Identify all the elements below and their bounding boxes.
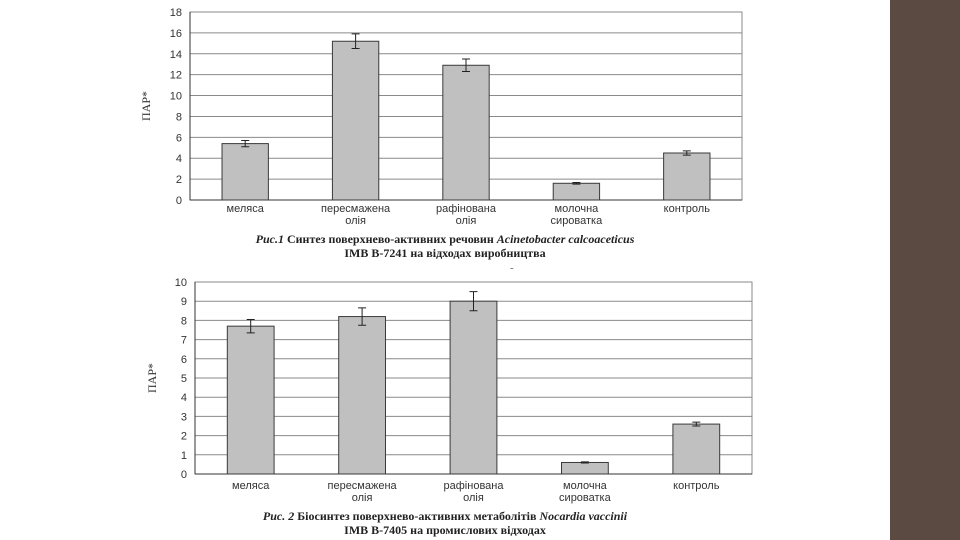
category-label: пересмажена олія — [328, 480, 398, 504]
chart-1-surfactant-synthesis: 0 2 4 6 8 10 12 14 16 18 ПАР* меляса пересмажена олія… — [139, 7, 743, 227]
error-bar — [241, 139, 250, 148]
error-bar — [469, 291, 478, 312]
category-label: молочна сироватка — [551, 203, 604, 227]
figure-2-caption: Рис. 2 Біосинтез поверхнево-активних мет… — [0, 509, 890, 537]
figure-1-caption-line2: IMB B-7241 на відходах виробництва — [344, 246, 546, 260]
bar — [552, 182, 601, 201]
error-bar — [351, 33, 360, 50]
y-axis-label: ПАР* — [145, 363, 159, 393]
bar — [226, 325, 275, 475]
error-bar — [692, 421, 701, 427]
figure-1-caption-text: Синтез поверхнево-активних речовин — [283, 232, 497, 246]
decorative-side-band — [890, 0, 960, 540]
bar — [338, 316, 386, 475]
figure-2-number: Рис. 2 — [262, 509, 295, 523]
y-tick-label: 2 — [181, 431, 187, 443]
error-bar — [580, 461, 589, 464]
y-tick-label: 5 — [181, 373, 187, 385]
error-bar — [462, 58, 470, 73]
y-tick-label: 10 — [175, 277, 187, 289]
figure-1-caption: Рис.1 Синтез поверхнево-активних речовин… — [0, 232, 890, 260]
y-tick-label: 6 — [176, 132, 182, 144]
figure-1-species: Acinetobacter calcoaceticus — [496, 232, 635, 246]
bar — [331, 40, 380, 201]
y-axis-label: ПАР* — [139, 91, 153, 121]
figure-2-caption-line2: IMB B-7405 на промислових відходах — [344, 523, 546, 537]
y-tick-label: 4 — [176, 153, 182, 165]
category-label: контроль — [673, 480, 720, 492]
y-tick-label: 0 — [181, 469, 187, 481]
error-bar — [682, 150, 691, 156]
category-label: рафінована олія — [436, 203, 497, 227]
y-tick-label: 1 — [181, 450, 187, 462]
y-tick-label: 9 — [181, 296, 187, 308]
category-label: контроль — [664, 203, 711, 215]
y-tick-label: 10 — [170, 91, 182, 103]
category-label: меляса — [232, 480, 270, 492]
y-tick-label: 16 — [170, 28, 182, 40]
bar — [449, 300, 498, 475]
figure-2-species: Nocardia vaccinii — [539, 509, 628, 523]
bar — [442, 64, 490, 201]
error-bar — [572, 181, 581, 185]
y-tick-label: 2 — [176, 174, 182, 186]
figure-2-caption-line1: Рис. 2 Біосинтез поверхнево-активних мет… — [0, 509, 890, 523]
category-label: молочна сироватка — [559, 480, 612, 504]
y-tick-label: 14 — [170, 49, 182, 61]
y-tick-label: 8 — [176, 111, 182, 123]
bar — [663, 152, 711, 201]
category-label: меляса — [227, 203, 265, 215]
y-tick-label: 12 — [170, 70, 182, 82]
figure-2-caption-text: Біосинтез поверхнево-активних метаболіті… — [294, 509, 540, 523]
y-tick-label: 3 — [181, 411, 187, 423]
figure-1-number: Рис.1 — [255, 232, 284, 246]
figure-1-caption-line1: Рис.1 Синтез поверхнево-активних речовин… — [0, 232, 890, 246]
bar — [561, 461, 609, 475]
y-tick-label: 7 — [181, 335, 187, 347]
y-tick-label: 6 — [181, 354, 187, 366]
y-tick-label: 8 — [181, 315, 187, 327]
bar — [672, 423, 721, 475]
bar — [221, 143, 269, 201]
error-bar — [246, 318, 255, 334]
chart-2-surfactant-biosynthesis: 0 1 2 3 4 5 6 7 8 9 10 ПАР* меляса пересмажена олія раф… — [145, 277, 753, 504]
stray-mark: - — [510, 262, 514, 274]
y-tick-label: 0 — [176, 195, 182, 207]
category-label: пересмажена олія — [321, 203, 391, 227]
category-label: рафінована олія — [444, 480, 505, 504]
y-tick-label: 18 — [170, 7, 182, 19]
y-tick-label: 4 — [181, 392, 187, 404]
error-bar — [358, 307, 367, 326]
